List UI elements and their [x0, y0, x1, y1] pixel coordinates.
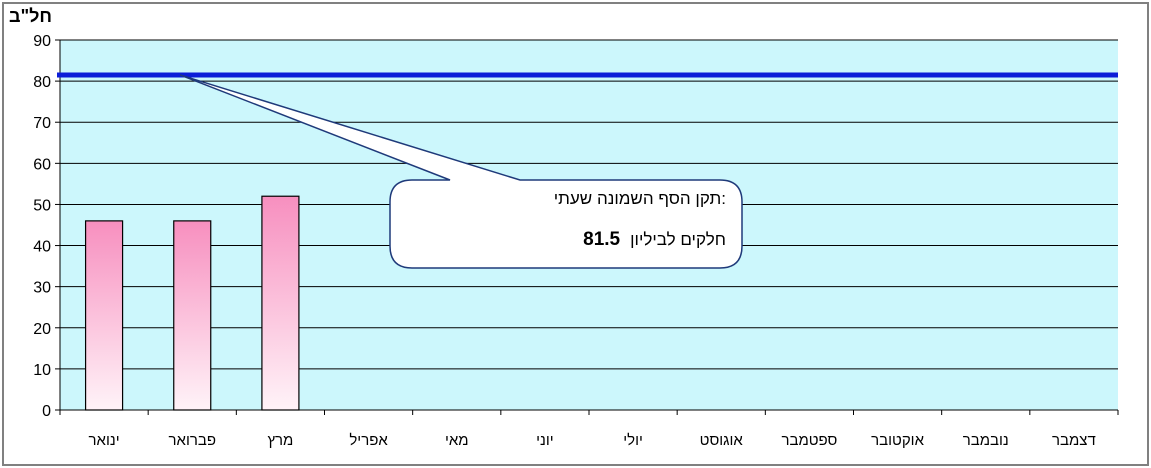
- x-category-label: יוני: [536, 432, 554, 449]
- y-tick-label: 80: [33, 74, 51, 91]
- y-tick-label: 30: [33, 280, 51, 297]
- x-category-label: דצמבר: [1052, 432, 1096, 449]
- bar: [173, 220, 212, 411]
- y-tick-label: 20: [33, 321, 51, 338]
- x-category-labels: ינואר פברואר מרץ אפריל מאי יוני יולי אוגוסט ספטמ…: [89, 432, 1096, 449]
- bar: [84, 220, 124, 411]
- gridlines: [60, 39, 1118, 370]
- y-tick-label: 50: [33, 197, 51, 214]
- callout-unit: חלקים לביליון: [630, 230, 726, 249]
- reference-callout: תקן הסף השמונה שעתי: 81.5 חלקים לביליון: [179, 74, 743, 269]
- bar: [261, 195, 300, 411]
- y-axis-label: חל"ב: [9, 6, 52, 26]
- y-tick-labels: 0 10 20 30 40 50 60 70 80 90: [33, 33, 51, 420]
- callout-value: 81.5: [583, 229, 620, 250]
- callout-title: תקן הסף השמונה שעתי:: [554, 189, 726, 208]
- x-category-label: ספטמבר: [781, 432, 837, 449]
- y-tick-label: 10: [33, 362, 51, 379]
- y-tick-label: 40: [33, 239, 51, 256]
- x-category-label: מרץ: [267, 432, 293, 449]
- x-category-label: אוקטובר: [871, 432, 924, 449]
- x-category-label: ינואר: [89, 432, 120, 449]
- callout-bubble: [179, 74, 743, 269]
- callout-value-line: 81.5 חלקים לביליון: [583, 229, 726, 250]
- y-tick-label: 70: [33, 115, 51, 132]
- x-category-label: אוגוסט: [700, 432, 744, 449]
- x-category-label: יולי: [623, 432, 643, 449]
- x-category-label: נובמבר: [963, 432, 1009, 449]
- x-category-label: פברואר: [169, 432, 216, 449]
- y-tick-label: 60: [33, 156, 51, 173]
- bars: [84, 195, 300, 411]
- x-category-label: אפריל: [349, 432, 388, 449]
- x-category-label: מאי: [445, 432, 469, 449]
- y-tick-label: 90: [33, 33, 51, 50]
- axes: [55, 39, 1119, 415]
- y-tick-label: 0: [42, 403, 51, 420]
